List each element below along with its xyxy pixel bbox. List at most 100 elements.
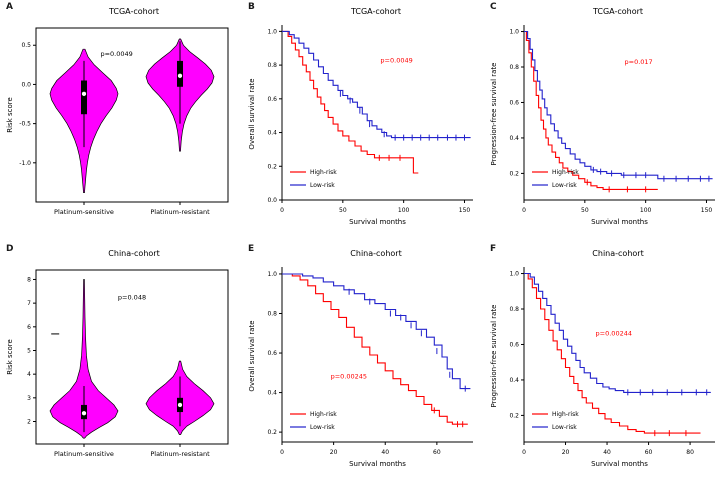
legend-label-high-risk: High-risk bbox=[310, 411, 337, 418]
panel-c: C TCGA-cohort 0.2 0.4 0.6 0.8 1.0 0 50 100 150 Su… bbox=[484, 0, 725, 242]
panel-d: D China-cohort 2 3 4 5 6 7 8 Platinum-sensitive… bbox=[0, 242, 241, 484]
y-tick-label: 0.5 bbox=[21, 42, 31, 49]
y-tick-label: 0.8 bbox=[509, 306, 519, 313]
x-axis-title: Survival months bbox=[349, 460, 406, 468]
y-tick-label: 0.6 bbox=[509, 99, 519, 106]
median-dot bbox=[177, 402, 183, 408]
x-tick-label: 50 bbox=[581, 207, 589, 214]
y-tick-label: 0.4 bbox=[267, 390, 277, 397]
km-curve-low-risk bbox=[282, 273, 471, 390]
y-tick-label: 0.4 bbox=[509, 135, 519, 142]
panel-f-title: China-cohort bbox=[592, 249, 644, 258]
y-tick-label: 0.4 bbox=[267, 130, 277, 137]
panel-e-letter: E bbox=[248, 244, 255, 254]
p-value: p=0.0049 bbox=[100, 50, 132, 58]
y-tick-label: 0.2 bbox=[267, 163, 277, 170]
km-curve-high-risk bbox=[524, 30, 658, 190]
category-label: Platinum-sensitive bbox=[54, 450, 114, 458]
km-curve-high-risk bbox=[524, 272, 701, 434]
p-value: p=0.0049 bbox=[380, 56, 412, 64]
panel-b-km-chart: 0.0 0.2 0.4 0.6 0.8 1.0 0 50 100 150 Survival mont… bbox=[248, 25, 473, 226]
x-tick-label: 0 bbox=[522, 449, 526, 456]
y-tick-label: 1.0 bbox=[267, 271, 277, 278]
legend-label-low-risk: Low-risk bbox=[552, 424, 577, 431]
panel-e-km-chart: 0.2 0.4 0.6 0.8 1.0 0 20 40 60 Survival months Ove… bbox=[248, 267, 473, 468]
legend-label-low-risk: Low-risk bbox=[310, 424, 335, 431]
panel-a-letter: A bbox=[6, 2, 13, 12]
y-tick-label: 0.6 bbox=[267, 96, 277, 103]
x-axis-title: Survival months bbox=[349, 218, 406, 226]
panel-b-letter: B bbox=[248, 2, 255, 12]
x-tick-label: 0 bbox=[280, 207, 284, 214]
x-tick-label: 20 bbox=[330, 449, 338, 456]
km-curve-low-risk bbox=[524, 30, 713, 180]
panel-d-violin-chart: 2 3 4 5 6 7 8 Platinum-sensitive Platinum-resist… bbox=[6, 269, 229, 458]
plot-box bbox=[35, 269, 229, 445]
y-axis-title: Progression-free survival rate bbox=[490, 63, 498, 166]
km-curve-high-risk bbox=[282, 273, 468, 425]
y-tick-label: -0.5 bbox=[19, 121, 31, 128]
x-tick-label: 50 bbox=[339, 207, 347, 214]
category-label: Platinum-resistant bbox=[150, 450, 210, 458]
y-tick-label: 3 bbox=[27, 395, 31, 402]
median-dot bbox=[81, 91, 87, 97]
panel-f-km-chart: 0.2 0.4 0.6 0.8 1.0 0 20 40 60 80 Survival months P… bbox=[490, 267, 715, 468]
x-tick-label: 40 bbox=[603, 449, 611, 456]
panel-d-title: China-cohort bbox=[108, 249, 160, 258]
y-tick-label: 0.6 bbox=[267, 350, 277, 357]
y-axis-title: Risk score bbox=[6, 339, 14, 375]
y-tick-label: 0.0 bbox=[21, 81, 31, 88]
x-tick-label: 150 bbox=[459, 207, 471, 214]
panel-b: B TCGA-cohort 0.0 0.2 0.4 0.6 0.8 1.0 0 50 100 15… bbox=[242, 0, 483, 242]
y-tick-label: 0.2 bbox=[509, 412, 519, 419]
x-tick-label: 0 bbox=[280, 449, 284, 456]
y-tick-label: 0.8 bbox=[267, 62, 277, 69]
panel-e-title: China-cohort bbox=[350, 249, 402, 258]
x-tick-label: 0 bbox=[522, 207, 526, 214]
y-tick-label: 0.2 bbox=[267, 429, 277, 436]
panel-c-title: TCGA-cohort bbox=[592, 7, 644, 16]
x-tick-label: 100 bbox=[398, 207, 410, 214]
plot-box bbox=[35, 27, 229, 203]
legend-label-high-risk: High-risk bbox=[552, 169, 579, 176]
x-tick-label: 60 bbox=[645, 449, 653, 456]
y-tick-label: 0.2 bbox=[509, 170, 519, 177]
panel-b-title: TCGA-cohort bbox=[350, 7, 402, 16]
panel-a-violin-chart: -1.0 -0.5 0.0 0.5 Platinum-sensitive Platinum… bbox=[6, 27, 229, 216]
panel-f: F China-cohort 0.2 0.4 0.6 0.8 1.0 0 20 40 60 80 S… bbox=[484, 242, 725, 484]
km-curve-low-risk bbox=[524, 272, 711, 393]
p-value: p=0.00244 bbox=[596, 329, 632, 337]
x-tick-label: 20 bbox=[562, 449, 570, 456]
y-tick-label: 4 bbox=[27, 371, 31, 378]
y-axis-title: Progression-free survival rate bbox=[490, 305, 498, 408]
y-tick-label: 0.6 bbox=[509, 341, 519, 348]
p-value: p=0.00245 bbox=[331, 372, 367, 380]
panel-a-title: TCGA-cohort bbox=[108, 7, 160, 16]
legend-label-high-risk: High-risk bbox=[552, 411, 579, 418]
p-value: p=0.048 bbox=[118, 294, 146, 302]
x-axis-title: Survival months bbox=[591, 218, 648, 226]
median-dot bbox=[81, 410, 87, 416]
y-tick-label: 1.0 bbox=[509, 271, 519, 278]
x-tick-label: 40 bbox=[381, 449, 389, 456]
y-axis-title: Risk score bbox=[6, 97, 14, 133]
violin-shape bbox=[49, 279, 119, 439]
y-tick-label: 5 bbox=[27, 347, 31, 354]
median-dot bbox=[177, 73, 183, 79]
y-tick-label: -1.0 bbox=[19, 160, 31, 167]
panel-a: A TCGA-cohort -1.0 -0.5 0.0 0.5 Platinum-sen… bbox=[0, 0, 241, 242]
legend-label-low-risk: Low-risk bbox=[310, 182, 335, 189]
legend-label-low-risk: Low-risk bbox=[552, 182, 577, 189]
y-tick-label: 7 bbox=[27, 300, 31, 307]
y-tick-label: 0.4 bbox=[509, 377, 519, 384]
y-tick-label: 8 bbox=[27, 276, 31, 283]
panel-c-km-chart: 0.2 0.4 0.6 0.8 1.0 0 50 100 150 Survival months P… bbox=[490, 25, 715, 226]
panel-c-letter: C bbox=[490, 2, 497, 12]
x-tick-label: 150 bbox=[701, 207, 713, 214]
y-tick-label: 6 bbox=[27, 324, 31, 331]
y-tick-label: 2 bbox=[27, 419, 31, 426]
x-tick-label: 100 bbox=[640, 207, 652, 214]
x-tick-label: 80 bbox=[686, 449, 694, 456]
y-tick-label: 0.8 bbox=[267, 310, 277, 317]
